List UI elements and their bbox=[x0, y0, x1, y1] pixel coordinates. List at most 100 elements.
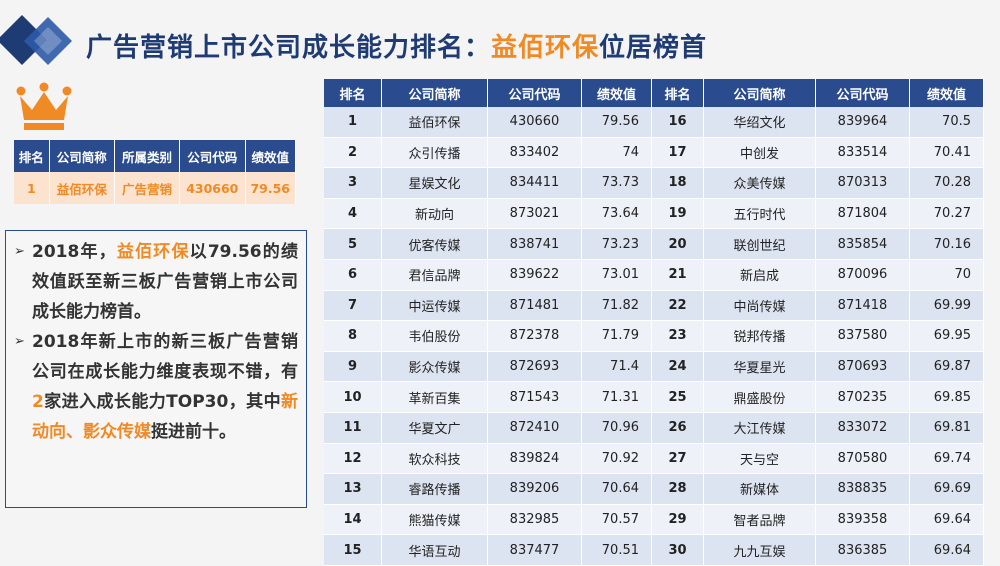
cell-code-left: 838741 bbox=[488, 229, 582, 260]
table-row: 12 软众科技 839824 70.92 27 天与空 870580 69.74 bbox=[324, 443, 984, 475]
cell-company-right: 鼎盛股份 bbox=[704, 382, 816, 413]
cell-code-right: 839358 bbox=[816, 504, 910, 536]
note-text-2: 2018年新上市的新三板广告营销公司在成长能力维度表现不错，有 2家进入成长能力T… bbox=[32, 327, 298, 447]
cell-code-right: 871804 bbox=[816, 198, 910, 230]
top-code: 430660 bbox=[180, 172, 246, 204]
cell-rank-left: 11 bbox=[324, 412, 382, 444]
table-row: 8 韦伯股份 872378 71.79 23 锐邦传播 837580 69.95 bbox=[324, 321, 984, 352]
cell-code-left: 833402 bbox=[488, 137, 582, 169]
cell-code-right: 836385 bbox=[816, 535, 910, 566]
cell-score-right: 69.64 bbox=[910, 535, 984, 566]
cell-score-right: 69.99 bbox=[910, 290, 984, 322]
cell-code-right: 870693 bbox=[816, 351, 910, 383]
cell-rank-right: 21 bbox=[652, 259, 704, 291]
cell-score-right: 70.28 bbox=[910, 168, 984, 199]
cell-company-left: 众引传播 bbox=[382, 137, 488, 169]
note-1a: 2018年， bbox=[32, 242, 117, 262]
table-row: 1 益佰环保 430660 79.56 16 华绍文化 839964 70.5 bbox=[324, 107, 984, 138]
ranking-header-row: 排名 公司简称 公司代码 绩效值 排名 公司简称 公司代码 绩效值 bbox=[324, 79, 984, 107]
notes-box: ➢ 2018年，益佰环保以79.56的绩效值跃至新三板广告营销上市公司成长能力榜… bbox=[5, 230, 307, 508]
cell-code-right: 870313 bbox=[816, 168, 910, 199]
header-score: 绩效值 bbox=[245, 140, 296, 172]
cell-company-left: 熊猫传媒 bbox=[382, 504, 488, 536]
cell-company-right: 智者品牌 bbox=[704, 504, 816, 536]
cell-company-left: 优客传媒 bbox=[382, 229, 488, 260]
table-row: 10 革新百集 871543 71.31 25 鼎盛股份 870235 69.85 bbox=[324, 382, 984, 413]
cell-score-right: 69.69 bbox=[910, 474, 984, 505]
cell-score-right: 69.64 bbox=[910, 504, 984, 536]
col-rank-right: 排名 bbox=[652, 79, 704, 107]
cell-score-left: 71.82 bbox=[582, 290, 652, 322]
cell-rank-right: 22 bbox=[652, 290, 704, 322]
cell-code-left: 832985 bbox=[488, 504, 582, 536]
cell-code-right: 833514 bbox=[816, 137, 910, 169]
cell-rank-left: 14 bbox=[324, 504, 382, 536]
cell-score-left: 73.23 bbox=[582, 229, 652, 260]
cell-company-right: 新启成 bbox=[704, 259, 816, 291]
cell-company-left: 华语互动 bbox=[382, 535, 488, 566]
cell-code-left: 839206 bbox=[488, 474, 582, 505]
cell-rank-left: 3 bbox=[324, 168, 382, 199]
cell-rank-right: 17 bbox=[652, 137, 704, 169]
title-highlight: 益佰环保 bbox=[491, 33, 600, 63]
table-row: 7 中运传媒 871481 71.82 22 中尚传媒 871418 69.99 bbox=[324, 290, 984, 322]
cell-code-right: 837580 bbox=[816, 321, 910, 352]
cell-code-left: 839622 bbox=[488, 259, 582, 291]
cell-rank-left: 8 bbox=[324, 321, 382, 352]
cell-company-right: 众美传媒 bbox=[704, 168, 816, 199]
cell-rank-left: 15 bbox=[324, 535, 382, 566]
cell-score-right: 70.41 bbox=[910, 137, 984, 169]
cell-code-right: 839964 bbox=[816, 107, 910, 138]
cell-code-left: 834411 bbox=[488, 168, 582, 199]
col-code-right: 公司代码 bbox=[816, 79, 910, 107]
cell-company-left: 影众传媒 bbox=[382, 351, 488, 383]
cell-rank-left: 4 bbox=[324, 198, 382, 230]
table-row: 6 君信品牌 839622 73.01 21 新启成 870096 70 bbox=[324, 259, 984, 291]
top-category: 广告营销 bbox=[114, 172, 181, 204]
cell-rank-right: 28 bbox=[652, 474, 704, 505]
cell-company-left: 益佰环保 bbox=[382, 107, 488, 138]
cell-score-right: 70 bbox=[910, 259, 984, 291]
note-2e: 挺进前十。 bbox=[151, 422, 236, 442]
cell-code-left: 872693 bbox=[488, 351, 582, 383]
cell-score-left: 73.01 bbox=[582, 259, 652, 291]
header-rank: 排名 bbox=[14, 140, 50, 172]
table-row: 15 华语互动 837477 70.51 30 九九互娱 836385 69.64 bbox=[324, 535, 984, 566]
col-score-right: 绩效值 bbox=[910, 79, 984, 107]
cell-score-left: 70.51 bbox=[582, 535, 652, 566]
cell-rank-right: 30 bbox=[652, 535, 704, 566]
cell-code-right: 870580 bbox=[816, 443, 910, 475]
table-row: 4 新动向 873021 73.64 19 五行时代 871804 70.27 bbox=[324, 198, 984, 230]
cell-rank-right: 18 bbox=[652, 168, 704, 199]
cell-code-left: 839824 bbox=[488, 443, 582, 475]
cell-company-right: 联创世纪 bbox=[704, 229, 816, 260]
header-company: 公司简称 bbox=[49, 140, 115, 172]
col-company-right: 公司简称 bbox=[704, 79, 816, 107]
top-rank: 1 bbox=[14, 172, 50, 204]
cell-rank-right: 19 bbox=[652, 198, 704, 230]
ranking-body: 1 益佰环保 430660 79.56 16 华绍文化 839964 70.5 2 众引传播 833… bbox=[324, 107, 984, 566]
note-2-count: 2 bbox=[32, 392, 44, 412]
table-row: 9 影众传媒 872693 71.4 24 华夏星光 870693 69.87 bbox=[324, 351, 984, 383]
cell-company-left: 软众科技 bbox=[382, 443, 488, 475]
cell-rank-left: 1 bbox=[324, 107, 382, 138]
cell-company-left: 君信品牌 bbox=[382, 259, 488, 291]
cell-code-left: 873021 bbox=[488, 198, 582, 230]
cell-company-right: 华绍文化 bbox=[704, 107, 816, 138]
cell-company-right: 新媒体 bbox=[704, 474, 816, 505]
cell-company-left: 华夏文广 bbox=[382, 412, 488, 444]
table-row: 14 熊猫传媒 832985 70.57 29 智者品牌 839358 69.64 bbox=[324, 504, 984, 536]
cell-score-left: 74 bbox=[582, 137, 652, 169]
cell-rank-left: 5 bbox=[324, 229, 382, 260]
cell-code-right: 871418 bbox=[816, 290, 910, 322]
cell-rank-right: 25 bbox=[652, 382, 704, 413]
cell-rank-left: 13 bbox=[324, 474, 382, 505]
cell-code-right: 838835 bbox=[816, 474, 910, 505]
table-row: 2 众引传播 833402 74 17 中创发 833514 70.41 bbox=[324, 137, 984, 169]
cell-code-right: 833072 bbox=[816, 412, 910, 444]
cell-score-right: 69.87 bbox=[910, 351, 984, 383]
cell-code-left: 837477 bbox=[488, 535, 582, 566]
table-row: 11 华夏文广 872410 70.96 26 大江传媒 833072 69.81 bbox=[324, 412, 984, 444]
col-rank-left: 排名 bbox=[324, 79, 382, 107]
cell-rank-right: 24 bbox=[652, 351, 704, 383]
